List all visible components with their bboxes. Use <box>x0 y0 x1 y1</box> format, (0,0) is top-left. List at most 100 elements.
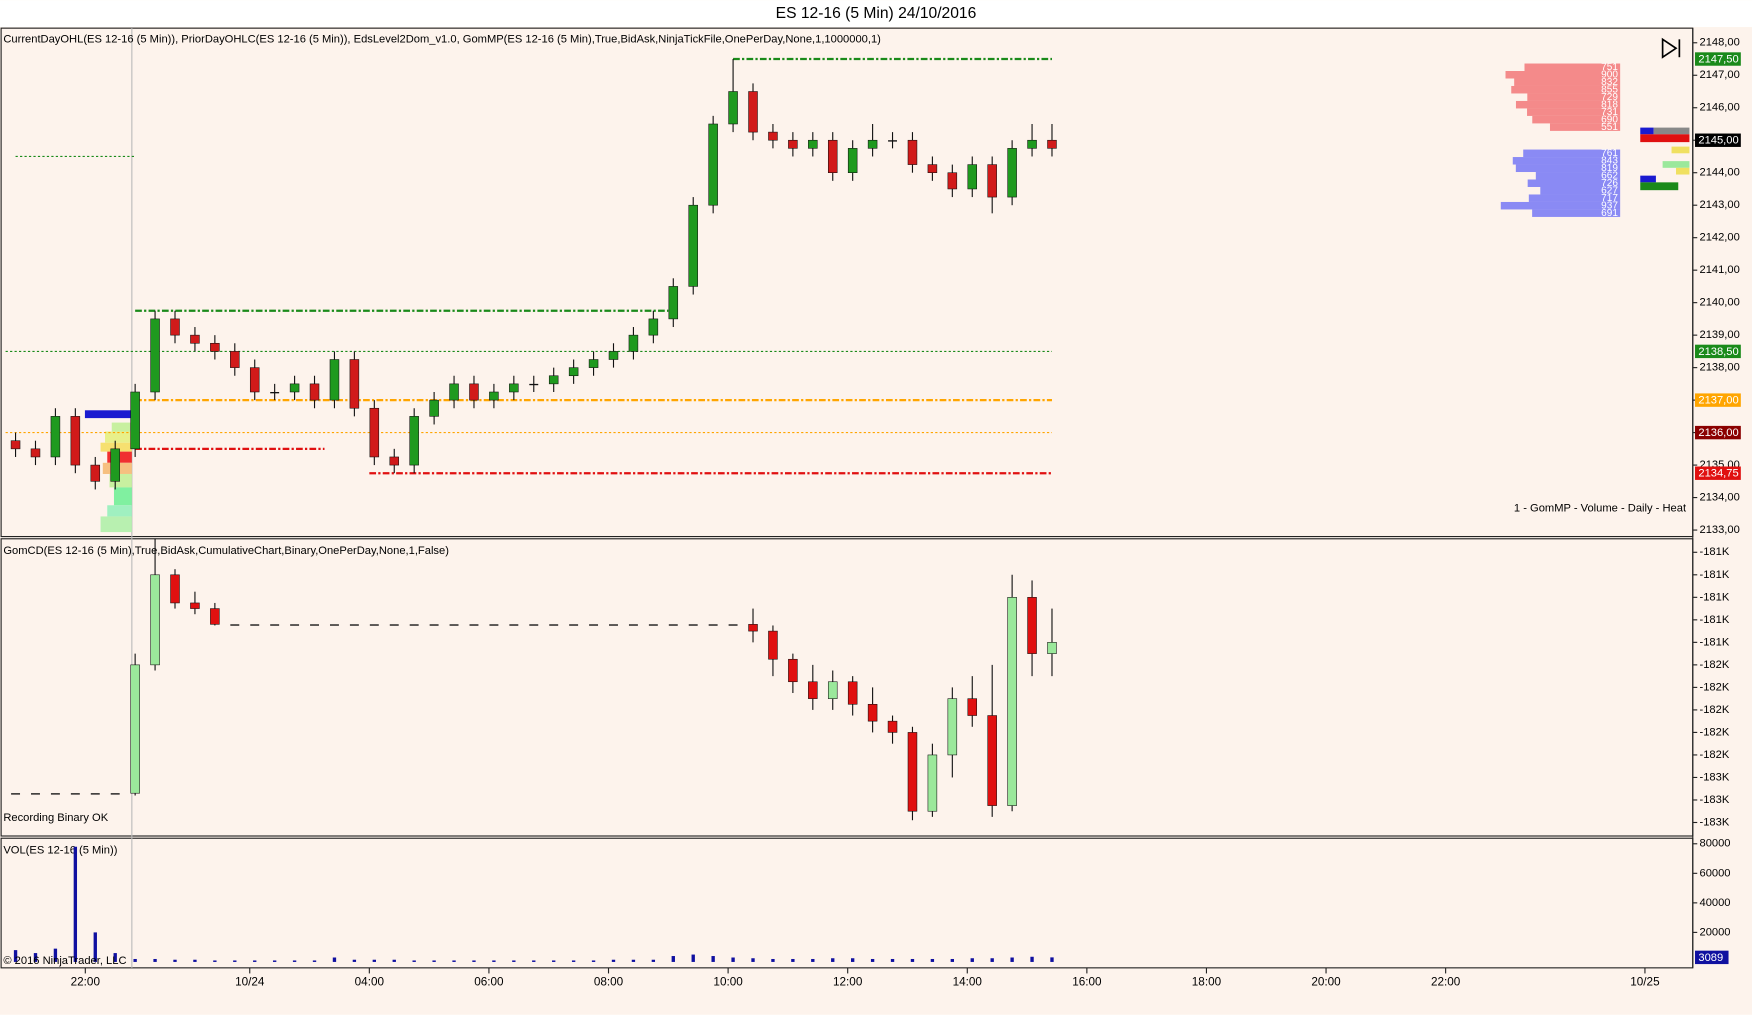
x-tick-label: 06:00 <box>474 975 504 988</box>
x-tick-label: 10:00 <box>713 975 743 988</box>
candle-body <box>429 399 439 417</box>
candle-body <box>947 698 958 756</box>
volume-bar <box>631 959 636 962</box>
dom-label: 751 <box>1601 62 1618 73</box>
y-tick-label: -181K <box>1699 569 1729 581</box>
volume-bar <box>312 960 317 962</box>
candle-body <box>588 359 599 368</box>
candle-body <box>250 624 260 626</box>
dom-bar <box>1514 78 1621 86</box>
dom-bar <box>1500 201 1621 210</box>
candle-body <box>309 383 320 401</box>
price-tag <box>1695 133 1741 147</box>
candle-body <box>648 318 659 336</box>
candle-body <box>329 359 340 401</box>
y-tick-label: 60000 <box>1699 867 1730 879</box>
candle-body <box>349 624 359 626</box>
volume-bar <box>731 957 735 962</box>
candle-body <box>369 407 380 458</box>
candle-body <box>668 286 679 320</box>
candle-body <box>927 754 938 812</box>
volume-bar <box>13 950 18 962</box>
y-tick-label: -181K <box>1699 546 1729 558</box>
volume-bar <box>153 958 157 962</box>
volume-bar <box>193 959 197 962</box>
candle-body <box>1047 642 1057 654</box>
level2-bars <box>1640 127 1690 191</box>
dom-bar <box>1505 71 1621 79</box>
candle-body <box>867 703 878 722</box>
volume-bar <box>831 958 835 962</box>
candle-body <box>548 375 559 385</box>
candle-body <box>389 456 399 466</box>
volume-bar <box>671 956 675 962</box>
dom-label: 761 <box>1601 148 1618 159</box>
dom-label: 717 <box>1601 193 1618 204</box>
y-tick-label: 2138,00 <box>1699 362 1739 374</box>
candle-body <box>90 793 100 795</box>
dom-label: 729 <box>1601 92 1618 103</box>
candle-body <box>788 658 798 683</box>
candle-body <box>529 383 539 386</box>
candle-body <box>150 318 160 393</box>
x-tick-label: 18:00 <box>1192 975 1222 988</box>
volume-bar <box>372 959 376 962</box>
candle-body <box>50 793 60 795</box>
candle-body <box>409 624 419 626</box>
x-tick-label: 12:00 <box>833 975 863 988</box>
volume-bar <box>452 960 456 962</box>
y-tick-label: 2144,00 <box>1699 167 1739 179</box>
y-tick-label: 2133,00 <box>1699 524 1739 536</box>
play-button[interactable] <box>1661 37 1681 59</box>
dom-label: 731 <box>1601 107 1618 118</box>
candle-body <box>987 715 997 806</box>
y-tick-label: 2134,00 <box>1699 492 1739 504</box>
candle-body <box>648 624 658 626</box>
candle-body <box>808 681 818 699</box>
candle-body <box>589 624 599 626</box>
volume-tag <box>1695 950 1729 965</box>
volume-bar <box>591 960 596 962</box>
candle-body <box>11 793 21 795</box>
candle-body <box>270 624 280 626</box>
candle-body <box>529 624 539 626</box>
y-tick-label: -183K <box>1699 771 1729 783</box>
volume-bar <box>970 958 974 962</box>
dom-label: 900 <box>1601 69 1618 80</box>
dom-bar <box>1511 85 1621 94</box>
y-tick-label: -182K <box>1699 659 1729 671</box>
y-tick-label: -182K <box>1699 749 1729 761</box>
x-tick-label: 20:00 <box>1311 975 1341 988</box>
y-tick-label: 2143,00 <box>1699 199 1739 211</box>
dom-bar <box>1549 123 1621 131</box>
y-tick-label: -181K <box>1699 614 1729 626</box>
dom-label: 843 <box>1601 155 1618 166</box>
candle-body <box>249 367 260 393</box>
dom-bar <box>1535 172 1621 180</box>
candle-body <box>987 164 997 198</box>
price-tag <box>1695 425 1741 440</box>
dom-bar <box>1515 164 1621 173</box>
dom-bar <box>1528 194 1621 202</box>
volume-bar <box>492 960 496 962</box>
y-tick-label: 2147,00 <box>1699 69 1739 81</box>
dom-label: 627 <box>1601 185 1618 196</box>
price-tag-label: 2147,50 <box>1698 54 1738 66</box>
volume-bar <box>771 958 775 962</box>
candle-body <box>110 793 120 795</box>
candle-body <box>768 131 778 141</box>
candle-body <box>788 139 798 149</box>
price-tag-label: 2138,50 <box>1698 346 1738 358</box>
candle-body <box>90 464 101 482</box>
candle-body <box>907 139 918 165</box>
x-tick-label: 22:00 <box>1431 975 1461 988</box>
candle-body <box>967 698 978 716</box>
candle-body <box>768 630 778 660</box>
volume-bar <box>292 960 297 962</box>
volume-bar <box>73 846 78 962</box>
panel-title: VOL(ES 12-16 (5 Min)) <box>3 844 117 856</box>
y-tick-label: -182K <box>1699 726 1729 738</box>
candle-body <box>907 732 918 812</box>
dom-label: 662 <box>1601 170 1618 181</box>
candle-body <box>449 624 459 626</box>
